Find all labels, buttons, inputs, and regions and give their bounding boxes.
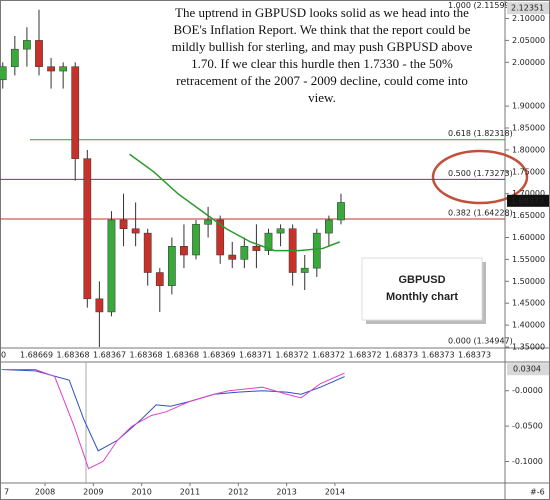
value-row-label: 1.68372 <box>312 351 345 360</box>
y-tick-label: 1.50000 <box>512 277 545 286</box>
candle-body <box>47 66 55 72</box>
candle-body <box>325 219 333 234</box>
value-row-label: 1.68372 <box>349 351 382 360</box>
candle-body <box>167 245 176 286</box>
x-tick-label: 2008 <box>35 488 55 497</box>
candle-body <box>35 40 43 67</box>
candle-body <box>180 245 188 256</box>
value-row-label: 1.68367 <box>93 351 126 360</box>
y-tick-label: 1.60000 <box>512 233 545 242</box>
annotation-line: The uptrend in GBPUSD looks solid as we … <box>175 5 469 20</box>
candle-body <box>131 228 140 234</box>
candle-body <box>240 245 249 260</box>
value-row-label: 1.68372 <box>276 351 309 360</box>
candle-body <box>95 298 104 313</box>
corner-label: #-6 <box>530 488 545 497</box>
value-row-label: 1.68369 <box>203 351 236 360</box>
y-tick-label: 1.80000 <box>512 145 545 154</box>
value-row-label: 0 <box>1 351 6 360</box>
candle-body <box>312 232 321 269</box>
value-row-label: 1.68368 <box>130 351 163 360</box>
candle-body <box>337 202 345 221</box>
indicator-line <box>1 369 345 470</box>
y-tick-label: -0.1000 <box>512 457 543 466</box>
x-tick-label: 2009 <box>83 488 103 497</box>
fib-label: 0.618 (1.82318) <box>448 129 513 138</box>
y-tick-label: -0.0000 <box>512 386 543 395</box>
candle-body <box>228 254 237 260</box>
box-label: GBPUSD <box>398 274 445 286</box>
candle-body <box>264 232 273 251</box>
annotation-line: retracement of the 2007 - 2009 decline, … <box>176 73 468 88</box>
candle-body <box>23 40 31 50</box>
fib-label: 0.382 (1.64228) <box>448 208 513 217</box>
candle-body <box>119 219 128 229</box>
y-tick-label: 1.55000 <box>512 255 545 264</box>
x-tick-label: 2011 <box>180 488 200 497</box>
candle-body <box>192 224 200 256</box>
price-tag <box>507 2 549 15</box>
y-tick-label: 1.90000 <box>512 102 545 111</box>
candle-body <box>300 267 309 273</box>
x-tick-label: 2013 <box>276 488 296 497</box>
candle-body <box>252 245 261 251</box>
y-tick-label: 1.45000 <box>512 299 545 308</box>
candle-body <box>83 158 92 300</box>
y-tick-label: 1.40000 <box>512 321 545 330</box>
annotation-line: 1.70. If we clear this hurdle then 1.733… <box>191 56 453 71</box>
value-row-label: 1.68373 <box>422 351 455 360</box>
y-tick-label: 2.10000 <box>512 14 545 23</box>
annotation-line: mildly bullish for sterling, and may pus… <box>172 39 473 54</box>
box-label: Monthly chart <box>386 291 458 303</box>
fib-label: 0.500 (1.73273) <box>448 169 513 178</box>
y-tick-label: 1.75000 <box>512 167 545 176</box>
price-tag-label: 2.12351 <box>511 4 544 13</box>
candle-body <box>71 66 80 159</box>
price-tag <box>507 194 549 207</box>
x-tick-label: 2010 <box>131 488 151 497</box>
candle-body <box>155 272 164 286</box>
y-tick-label: 2.05000 <box>512 36 545 45</box>
candle-body <box>107 219 116 313</box>
value-row-label: 1.68368 <box>166 351 199 360</box>
price-tag-label: 1.68373 <box>511 196 544 205</box>
candle-body <box>10 48 19 67</box>
x-tick-label: 2012 <box>228 488 248 497</box>
candle-body <box>216 219 225 256</box>
fib-label: 1.000 (2.11599) <box>448 1 513 10</box>
candle-body <box>143 232 152 273</box>
value-row-label: 1.68669 <box>20 351 53 360</box>
value-row-label: 1.68373 <box>385 351 418 360</box>
x-tick-label: 2014 <box>325 488 345 497</box>
moving-average <box>129 153 341 252</box>
price-tag-label: 0.0304 <box>513 365 541 374</box>
candle-body <box>59 66 68 72</box>
value-row-label: 1.68368 <box>57 351 90 360</box>
y-tick-label: 1.85000 <box>512 123 545 132</box>
candle-body <box>0 66 7 81</box>
fib-label: 0.000 (1.34947) <box>448 337 513 346</box>
value-row-label: 1.68373 <box>458 351 491 360</box>
indicator-line <box>1 369 345 452</box>
highlight-ellipse <box>431 149 529 205</box>
y-tick-label: 2.00000 <box>512 58 545 67</box>
y-tick-label: 1.65000 <box>512 211 545 220</box>
candle-body <box>276 228 285 234</box>
annotation-line: BOE's Inflation Report. We think that th… <box>173 22 470 37</box>
y-tick-label: -0.0500 <box>512 422 543 431</box>
y-tick-label: 1.35000 <box>512 342 545 351</box>
value-row-label: 1.68371 <box>239 351 272 360</box>
annotation-line: view. <box>308 90 336 105</box>
price-tag <box>507 363 549 376</box>
x-tick-label: 7 <box>4 488 9 497</box>
candle-body <box>204 219 212 225</box>
y-tick-label: 1.70000 <box>512 189 545 198</box>
label-box <box>361 257 483 321</box>
